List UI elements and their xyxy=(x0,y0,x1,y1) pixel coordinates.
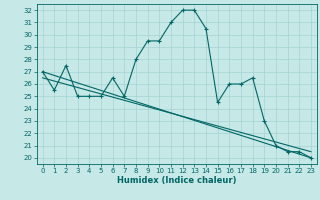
X-axis label: Humidex (Indice chaleur): Humidex (Indice chaleur) xyxy=(117,176,236,185)
